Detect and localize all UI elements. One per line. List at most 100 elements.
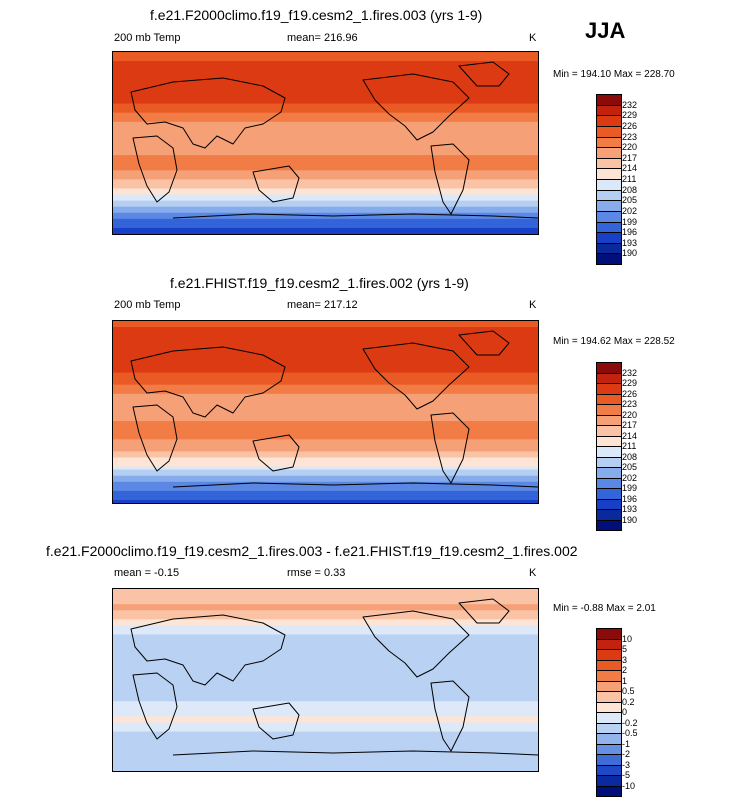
field-band [113, 357, 538, 362]
colorbar-level-label: 223 [622, 131, 638, 142]
field-band [113, 351, 538, 355]
field-band [113, 345, 538, 349]
field-band [113, 127, 538, 132]
colorbar-level-label: 5 [622, 644, 628, 654]
colorbar-level-label: 1 [622, 675, 628, 686]
coastline [132, 404, 178, 472]
coastline [172, 750, 538, 756]
field-band [113, 70, 538, 74]
coastline [362, 73, 470, 141]
field-band [113, 173, 538, 177]
field-band [113, 592, 538, 596]
field-band [113, 734, 538, 739]
field-band [113, 655, 538, 660]
panel-3-minmax: Min = -0.88 Max = 2.01 [553, 603, 656, 614]
field-band [113, 628, 538, 633]
field-band [113, 136, 538, 141]
colorbar-level-label: 196 [622, 227, 638, 238]
field-band [113, 716, 538, 721]
colorbar-level-label: 208 [622, 451, 638, 462]
field-band [113, 109, 538, 114]
field-band [113, 670, 538, 675]
colorbar-level-label: -5 [622, 770, 631, 780]
field-band [113, 740, 538, 745]
field-band [113, 58, 538, 62]
colorbar-level-label: 193 [622, 237, 638, 248]
field-band [113, 167, 538, 171]
panel-1-map [112, 51, 539, 235]
panel-3-colorbar: 10 5 3 2 1 0.5 0.2 0 -0.2 -0.5 -1 -2 -3 -5 -10 [596, 628, 654, 797]
colorbar-level-label: 220 [622, 409, 638, 420]
colorbar-level-label: 190 [622, 248, 638, 259]
field-band [113, 342, 538, 346]
colorbar-level-label: 214 [622, 163, 638, 174]
colorbar-level-label: 232 [622, 367, 638, 378]
coastline [252, 165, 300, 203]
coastline [458, 598, 510, 624]
field-band [113, 466, 538, 471]
field-band [113, 692, 538, 696]
field-band [113, 433, 538, 437]
panel-2-colorbar: 232 229 226 223 220 217 214 211 208 205 202 199 196 1… [596, 362, 654, 531]
field-band [113, 224, 538, 229]
colorbar-level-label: 193 [622, 504, 638, 514]
field-band [113, 421, 538, 425]
field-band [113, 212, 538, 217]
panel-3-mean: mean = -0.15 [114, 567, 180, 579]
field-band [113, 155, 538, 159]
field-band [113, 176, 538, 180]
field-band [113, 197, 538, 202]
field-band [113, 496, 538, 501]
colorbar-box [596, 519, 622, 531]
colorbar-level-label: 3 [622, 654, 628, 665]
colorbar-level-label: 0.5 [622, 686, 635, 696]
field-band [113, 124, 538, 129]
field-band [113, 710, 538, 714]
coastline [430, 680, 470, 752]
colorbar-level-label: 0.2 [622, 696, 635, 707]
field-band [113, 701, 538, 705]
colorbar-level-label: 226 [622, 120, 638, 131]
colorbar-level-label: 217 [622, 152, 638, 163]
field-band [113, 616, 538, 620]
field-band [113, 412, 538, 416]
coastline [252, 434, 300, 472]
field-band [113, 625, 538, 630]
field-band [113, 372, 538, 377]
panel-3-title: f.e21.F2000climo.f19_f19.cesm2_1.fires.0… [46, 543, 578, 559]
field-band [113, 200, 538, 205]
field-band [113, 755, 538, 760]
field-band [113, 82, 538, 86]
colorbar-level-label: -2 [622, 749, 631, 759]
field-band [113, 182, 538, 187]
field-band [113, 652, 538, 657]
field-band [113, 390, 538, 395]
field-band [113, 646, 538, 651]
field-band [113, 463, 538, 468]
coastline [362, 610, 470, 678]
field-band [113, 399, 538, 404]
field-band [113, 680, 538, 684]
panel-2-title: f.e21.FHIST.f19_f19.cesm2_1.fires.002 (y… [170, 275, 469, 291]
field-band [113, 191, 538, 196]
coastline [430, 412, 470, 484]
field-band [113, 143, 538, 147]
field-band [113, 607, 538, 611]
field-band [113, 634, 538, 639]
field-band [113, 354, 538, 358]
field-band [113, 76, 538, 80]
field-band [113, 589, 538, 593]
coastline [130, 614, 286, 686]
panel-2-mean: mean= 217.12 [287, 299, 358, 311]
panel-1-mean: mean= 216.96 [287, 32, 358, 44]
field-band [113, 719, 538, 724]
field-band [113, 203, 538, 208]
colorbar-level-label: 199 [622, 483, 638, 493]
colorbar-level-label: 10 [622, 633, 633, 644]
panel-3-map [112, 588, 539, 772]
field-band [113, 430, 538, 434]
field-band [113, 146, 538, 150]
field-band [113, 728, 538, 733]
field-band [113, 149, 538, 153]
colorbar-level-label: 217 [622, 420, 638, 430]
